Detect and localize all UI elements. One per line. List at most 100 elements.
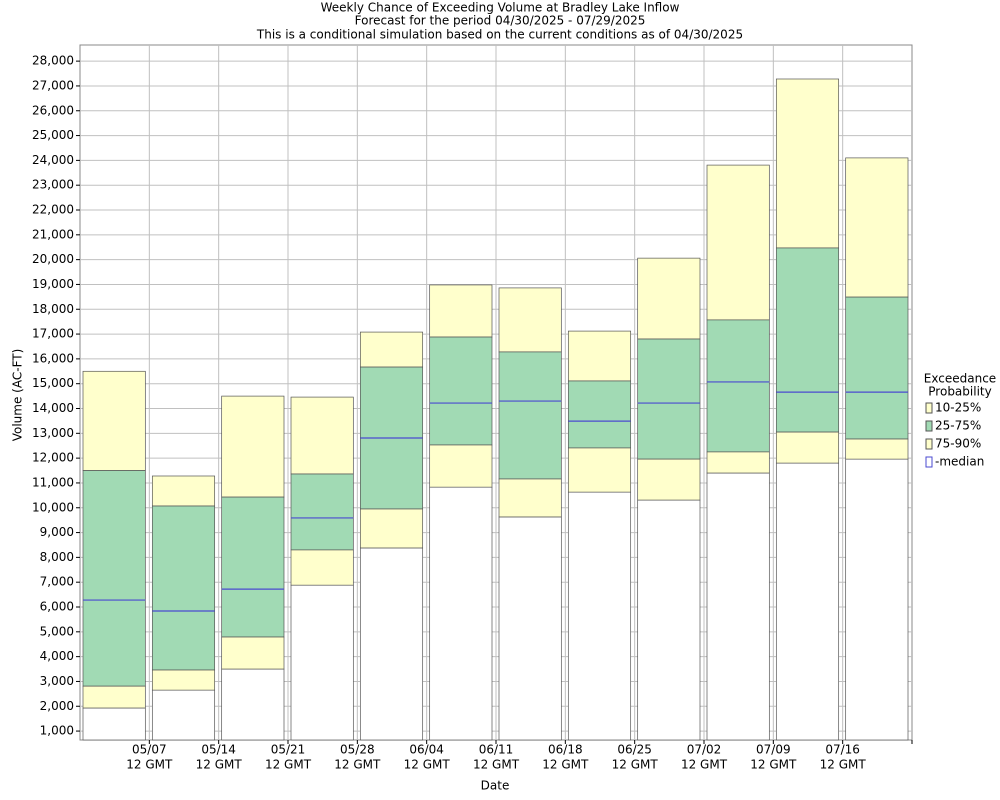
bar-segment [498, 478, 562, 518]
bar-segment [706, 319, 770, 453]
bar-segment [637, 458, 701, 501]
x-axis-label: Date [481, 779, 510, 793]
legend-swatch [925, 402, 933, 414]
y-tick-label: 11,000 [32, 475, 74, 489]
bar-segment [290, 549, 354, 586]
y-tick-label: 5,000 [40, 624, 74, 638]
bar-base [498, 516, 562, 741]
bar-segment [290, 396, 354, 475]
legend-swatch [925, 420, 933, 432]
bar-segment [775, 431, 840, 464]
y-tick-label: 16,000 [32, 351, 74, 365]
legend-swatch [925, 456, 933, 468]
bar-segment [706, 164, 770, 321]
x-tick-label: 12 GMT [196, 758, 243, 772]
legend-swatch [925, 438, 933, 450]
y-tick-label: 23,000 [32, 178, 74, 192]
y-axis-label: Volume (AC-FT) [11, 349, 25, 442]
y-tick-label: 14,000 [32, 401, 74, 415]
legend-title: Probability [928, 385, 991, 399]
bar-segment [151, 505, 216, 671]
bar-segment [845, 296, 909, 440]
x-tick-label: 12 GMT [681, 758, 728, 772]
x-tick-label: 06/18 [548, 743, 583, 757]
bar-segment [82, 370, 146, 471]
y-tick-label: 17,000 [32, 327, 74, 341]
bar-segment [221, 496, 285, 638]
bar-base [775, 462, 840, 741]
bar-segment [567, 380, 632, 449]
bar-segment [359, 508, 424, 549]
bar-segment [429, 336, 493, 446]
bar-segment [82, 470, 146, 687]
y-tick-label: 28,000 [32, 54, 74, 68]
x-tick-label: 05/21 [271, 743, 306, 757]
bar-segment [775, 247, 840, 433]
bar-base [845, 458, 909, 741]
bar-base [82, 707, 146, 741]
bar-segment [290, 473, 354, 551]
y-tick-label: 10,000 [32, 500, 74, 514]
bar-segment [498, 287, 562, 353]
bar-segment [637, 338, 701, 460]
bar-base [151, 689, 216, 741]
bar-segment [221, 395, 285, 498]
x-tick-label: 12 GMT [612, 758, 659, 772]
legend-label: -median [935, 455, 984, 469]
bar-base [359, 547, 424, 741]
chart-subtitle: This is a conditional simulation based o… [256, 28, 743, 42]
bar-segment [221, 636, 285, 670]
bar-segment [775, 78, 840, 249]
bar-segment [567, 330, 632, 382]
bar-segment [429, 284, 493, 338]
x-tick-label: 12 GMT [473, 758, 520, 772]
bar-segment [706, 451, 770, 474]
x-tick-label: 12 GMT [404, 758, 451, 772]
y-tick-label: 18,000 [32, 302, 74, 316]
y-tick-label: 22,000 [32, 203, 74, 217]
y-tick-label: 15,000 [32, 376, 74, 390]
y-tick-label: 6,000 [40, 600, 74, 614]
bar-segment [498, 351, 562, 480]
y-tick-label: 25,000 [32, 128, 74, 142]
x-tick-label: 12 GMT [542, 758, 589, 772]
y-tick-label: 13,000 [32, 426, 74, 440]
x-tick-label: 05/28 [340, 743, 375, 757]
y-tick-label: 24,000 [32, 153, 74, 167]
x-tick-label: 07/09 [756, 743, 791, 757]
x-tick-label: 07/02 [687, 743, 722, 757]
x-tick-label: 12 GMT [750, 758, 797, 772]
bar-segment [151, 475, 216, 507]
y-tick-label: 3,000 [40, 674, 74, 688]
x-tick-label: 06/25 [617, 743, 652, 757]
bar-segment [567, 447, 632, 493]
y-tick-label: 26,000 [32, 103, 74, 117]
bar-segment [845, 438, 909, 460]
x-tick-label: 06/11 [479, 743, 514, 757]
x-tick-label: 12 GMT [334, 758, 381, 772]
bar-segment [359, 331, 424, 368]
x-tick-label: 06/04 [409, 743, 444, 757]
bar-base [290, 584, 354, 741]
y-tick-label: 27,000 [32, 78, 74, 92]
y-tick-label: 7,000 [40, 575, 74, 589]
y-tick-label: 4,000 [40, 649, 74, 663]
bar-segment [637, 257, 701, 340]
chart-title: Weekly Chance of Exceeding Volume at Bra… [321, 1, 680, 15]
legend-label: 25-75% [935, 419, 981, 433]
x-tick-label: 05/07 [132, 743, 167, 757]
y-tick-label: 9,000 [40, 525, 74, 539]
y-tick-label: 20,000 [32, 252, 74, 266]
legend-title: Exceedance [924, 372, 996, 386]
bar-segment [429, 444, 493, 488]
bar-base [429, 486, 493, 741]
x-tick-label: 12 GMT [265, 758, 312, 772]
bar-base [706, 472, 770, 741]
bar-base [567, 491, 632, 741]
bar-segment [845, 157, 909, 298]
legend-label: 10-25% [935, 401, 981, 415]
bar-base [221, 668, 285, 741]
bar-base [637, 499, 701, 741]
y-tick-label: 2,000 [40, 699, 74, 713]
